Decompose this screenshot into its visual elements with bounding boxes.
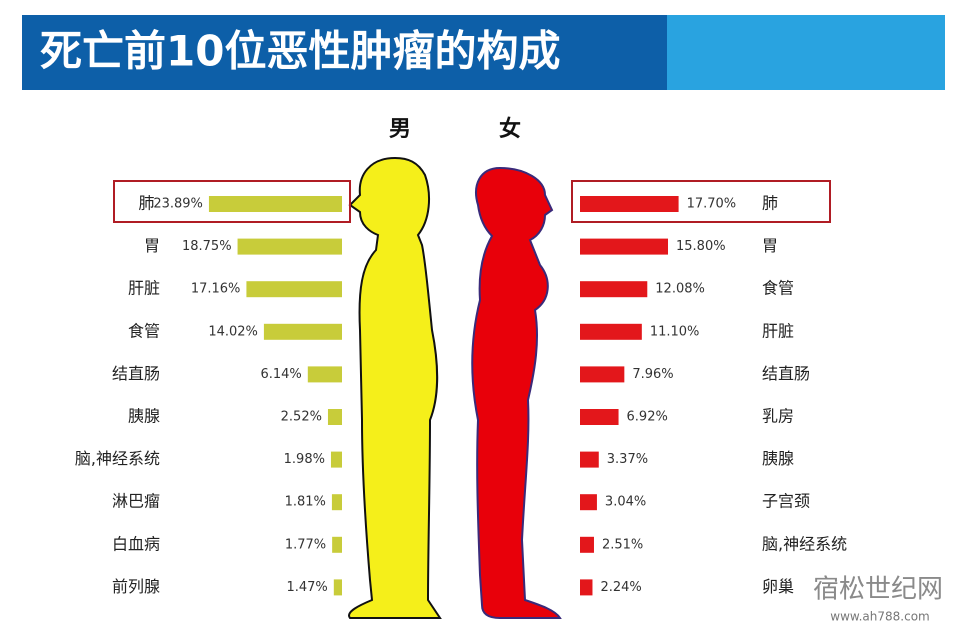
category-label: 胃: [144, 236, 160, 255]
value-label: 6.14%: [260, 367, 301, 382]
value-label: 1.98%: [284, 452, 325, 467]
value-label: 1.47%: [286, 580, 327, 595]
category-label: 结直肠: [112, 364, 160, 383]
category-label: 脑,神经系统: [75, 449, 160, 468]
bar: [307, 366, 342, 383]
bar: [580, 366, 625, 383]
value-label: 7.96%: [632, 367, 673, 382]
female-silhouette: [471, 166, 562, 619]
category-label: 子宫颈: [762, 492, 810, 511]
value-label: 12.08%: [655, 282, 705, 297]
bar: [580, 281, 648, 298]
category-label: 结直肠: [762, 364, 810, 383]
value-label: 2.52%: [281, 410, 322, 425]
bar: [580, 494, 597, 511]
bar: [331, 494, 342, 511]
category-label: 白血病: [112, 534, 160, 553]
bar: [330, 451, 342, 468]
value-label: 3.37%: [607, 452, 648, 467]
category-label: 肺: [139, 194, 155, 213]
bar: [580, 409, 619, 425]
value-label: 23.89%: [153, 197, 203, 212]
value-label: 18.75%: [182, 239, 232, 254]
value-label: 15.80%: [676, 239, 726, 254]
category-label: 胰腺: [762, 449, 794, 468]
category-label: 胰腺: [128, 407, 160, 426]
category-label: 淋巴瘤: [112, 492, 160, 511]
category-label: 脑,神经系统: [762, 534, 847, 553]
title-bar: [22, 15, 667, 90]
highlight-box: [571, 180, 831, 223]
value-label: 17.70%: [687, 197, 737, 212]
bar: [327, 409, 342, 425]
bar: [580, 451, 599, 468]
category-label: 前列腺: [112, 577, 160, 596]
watermark-url: www.ah788.com: [830, 610, 929, 624]
male-silhouette: [348, 156, 442, 619]
bar: [580, 238, 669, 255]
bar: [333, 579, 342, 596]
category-label: 肝脏: [128, 279, 160, 298]
value-label: 2.24%: [600, 580, 641, 595]
category-label: 肝脏: [762, 321, 794, 340]
value-label: 1.81%: [285, 495, 326, 510]
bar: [580, 536, 594, 553]
category-label: 卵巢: [762, 577, 794, 596]
category-label: 胃: [762, 236, 778, 255]
value-label: 2.51%: [602, 537, 643, 552]
value-label: 3.04%: [605, 495, 646, 510]
bar: [580, 323, 642, 340]
watermark-name: 宿松世纪网: [813, 575, 943, 605]
bar: [208, 196, 342, 212]
bar: [263, 323, 342, 340]
value-label: 17.16%: [191, 282, 241, 297]
category-label: 食管: [762, 279, 794, 298]
category-label: 乳房: [762, 407, 794, 426]
value-label: 6.92%: [627, 410, 668, 425]
category-label: 食管: [128, 321, 160, 340]
category-label: 肺: [762, 194, 778, 213]
bar: [332, 536, 342, 553]
highlight-box: [113, 180, 351, 223]
bar: [246, 281, 342, 298]
panel-title: 女: [499, 116, 521, 142]
value-label: 14.02%: [208, 324, 258, 339]
bar: [580, 196, 679, 212]
panel-title: 男: [389, 117, 411, 142]
value-label: 11.10%: [650, 324, 700, 339]
bar: [237, 238, 342, 255]
bar: [580, 579, 593, 596]
value-label: 1.77%: [285, 537, 326, 552]
page-title: 死亡前10位恶性肿瘤的构成: [40, 27, 560, 76]
